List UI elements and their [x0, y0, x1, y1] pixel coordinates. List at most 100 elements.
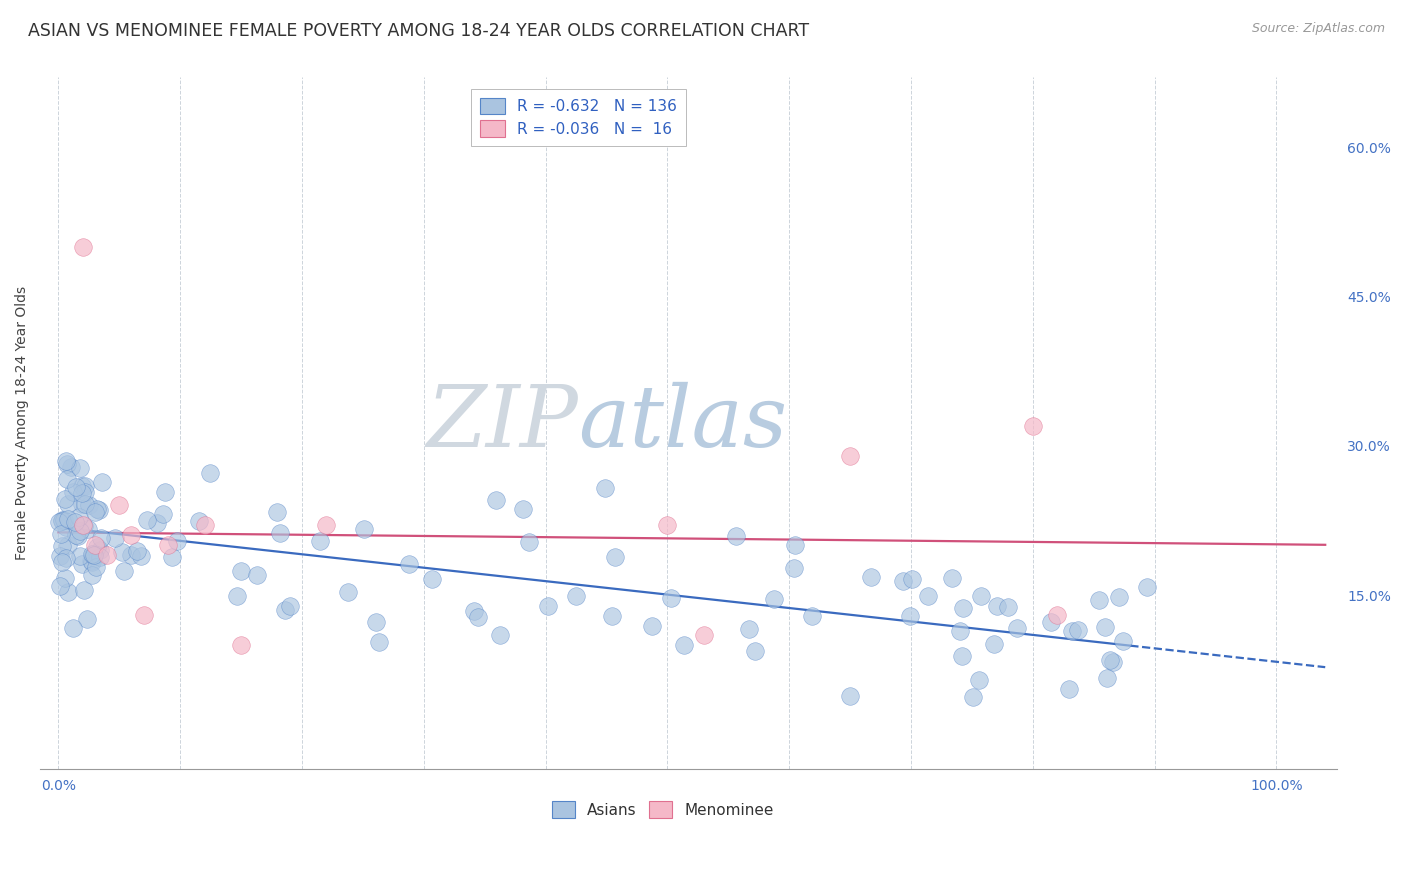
Point: [156, 538, 179, 552]
Point: [72, 240, 94, 254]
Point: [73, 497, 96, 511]
Point: [266, 505, 288, 519]
Point: [353, 522, 375, 536]
Point: [65, 515, 87, 529]
Point: [967, 673, 990, 688]
Point: [73, 582, 96, 597]
Point: [900, 572, 922, 586]
Point: [86, 501, 108, 516]
Point: [75, 485, 97, 500]
Point: [59, 460, 82, 475]
Point: [193, 518, 215, 533]
Point: [80, 555, 103, 569]
Point: [132, 607, 155, 622]
Point: [49, 549, 72, 563]
Point: [80, 547, 103, 561]
Point: [1046, 607, 1069, 622]
Point: [783, 561, 806, 575]
Point: [420, 573, 443, 587]
Point: [56, 512, 79, 526]
Point: [49, 579, 72, 593]
Point: [69, 549, 91, 563]
Point: [80, 567, 103, 582]
Point: [366, 615, 388, 629]
Point: [738, 622, 761, 636]
Point: [70, 557, 93, 571]
Point: [77, 522, 100, 536]
Point: [187, 514, 209, 528]
Point: [53, 571, 76, 585]
Point: [485, 492, 508, 507]
Point: [274, 603, 297, 617]
Point: [55, 454, 77, 468]
Point: [146, 516, 169, 530]
Point: [120, 548, 142, 562]
Point: [80, 554, 103, 568]
Point: [62, 621, 84, 635]
Point: [246, 568, 269, 582]
Y-axis label: Female Poverty Among 18-24 Year Olds: Female Poverty Among 18-24 Year Olds: [15, 286, 30, 560]
Point: [82, 548, 104, 562]
Point: [839, 449, 862, 463]
Point: [517, 535, 540, 549]
Point: [152, 507, 174, 521]
Point: [65, 480, 87, 494]
Point: [69, 524, 91, 538]
Point: [125, 544, 148, 558]
Point: [952, 649, 974, 664]
Point: [1112, 633, 1135, 648]
Point: [1094, 619, 1116, 633]
Point: [336, 584, 359, 599]
Point: [49, 527, 72, 541]
Point: [166, 533, 188, 548]
Point: [839, 689, 862, 703]
Text: ASIAN VS MENOMINEE FEMALE POVERTY AMONG 18-24 YEAR OLDS CORRELATION CHART: ASIAN VS MENOMINEE FEMALE POVERTY AMONG …: [28, 22, 810, 40]
Point: [278, 599, 301, 613]
Point: [659, 591, 682, 606]
Point: [1136, 580, 1159, 594]
Point: [398, 558, 420, 572]
Point: [67, 509, 90, 524]
Point: [952, 601, 974, 615]
Point: [367, 635, 389, 649]
Point: [1040, 615, 1063, 629]
Point: [51, 555, 73, 569]
Point: [859, 570, 882, 584]
Point: [76, 612, 98, 626]
Point: [84, 538, 107, 552]
Point: [69, 461, 91, 475]
Point: [763, 592, 786, 607]
Point: [131, 549, 153, 564]
Point: [744, 644, 766, 658]
Legend: Asians, Menominee: Asians, Menominee: [546, 795, 780, 824]
Point: [1097, 671, 1119, 685]
Point: [467, 609, 489, 624]
Point: [948, 624, 970, 638]
Point: [593, 481, 616, 495]
Point: [70, 479, 93, 493]
Point: [62, 485, 84, 500]
Point: [693, 628, 716, 642]
Point: [52, 513, 75, 527]
Point: [315, 518, 337, 533]
Point: [962, 690, 984, 705]
Point: [269, 526, 291, 541]
Point: [1057, 682, 1080, 697]
Point: [801, 608, 824, 623]
Point: [65, 528, 87, 542]
Point: [941, 571, 963, 585]
Point: [56, 585, 79, 599]
Point: [983, 637, 1005, 651]
Point: [565, 589, 588, 603]
Point: [1067, 624, 1090, 638]
Point: [87, 503, 110, 517]
Point: [1108, 590, 1130, 604]
Point: [1102, 655, 1125, 669]
Point: [55, 520, 77, 534]
Point: [108, 499, 131, 513]
Text: Source: ZipAtlas.com: Source: ZipAtlas.com: [1251, 22, 1385, 36]
Point: [70, 497, 93, 511]
Point: [91, 475, 114, 489]
Point: [111, 545, 134, 559]
Point: [1060, 624, 1083, 638]
